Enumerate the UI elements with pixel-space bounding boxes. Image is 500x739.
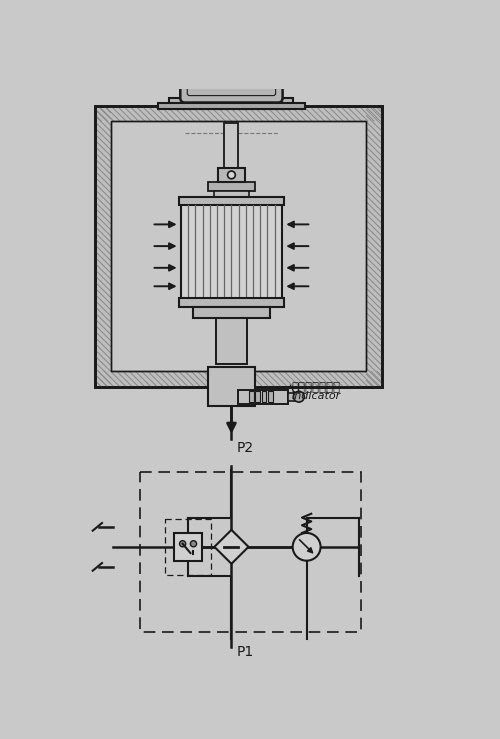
Circle shape — [190, 541, 196, 547]
Bar — [224, 123, 238, 175]
Bar — [158, 103, 305, 109]
Bar — [208, 367, 254, 406]
FancyBboxPatch shape — [180, 69, 282, 103]
Bar — [110, 121, 366, 371]
Bar — [179, 197, 284, 205]
Bar — [170, 98, 294, 109]
Bar — [250, 391, 254, 402]
Bar — [95, 106, 382, 386]
Bar — [165, 519, 212, 574]
Bar — [95, 106, 382, 386]
Bar — [262, 391, 266, 402]
Bar — [256, 391, 260, 402]
Circle shape — [228, 171, 235, 179]
Bar — [140, 472, 361, 633]
Bar — [214, 191, 248, 197]
Bar — [181, 203, 282, 304]
Text: 发讯器安装示意: 发讯器安装示意 — [292, 381, 341, 393]
Bar — [216, 319, 247, 364]
Polygon shape — [214, 530, 248, 564]
Bar — [288, 393, 296, 401]
Bar — [192, 307, 270, 319]
Polygon shape — [216, 371, 239, 406]
Bar — [179, 298, 284, 307]
Text: Indicator: Indicator — [292, 391, 341, 401]
Circle shape — [180, 541, 186, 547]
Bar — [238, 389, 288, 403]
Bar — [218, 168, 244, 182]
Text: P1: P1 — [237, 645, 254, 659]
Text: P2: P2 — [237, 441, 254, 455]
Circle shape — [292, 533, 320, 561]
Bar — [174, 533, 202, 561]
Bar — [208, 182, 254, 191]
Bar — [268, 391, 272, 402]
Circle shape — [294, 391, 304, 402]
Bar — [110, 121, 366, 371]
